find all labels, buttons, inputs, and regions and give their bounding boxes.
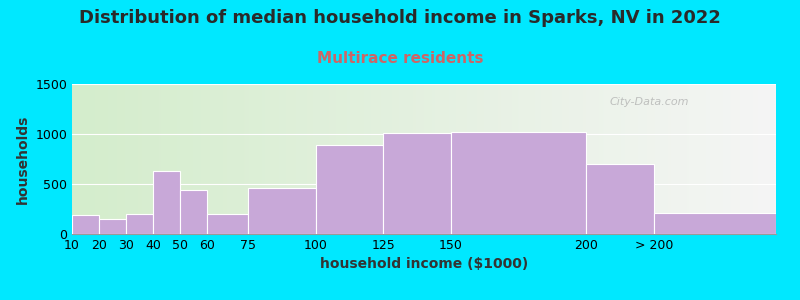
Bar	[383, 133, 451, 234]
X-axis label: household income ($1000): household income ($1000)	[320, 257, 528, 272]
Bar	[72, 215, 99, 234]
Text: Distribution of median household income in Sparks, NV in 2022: Distribution of median household income …	[79, 9, 721, 27]
Text: Multirace residents: Multirace residents	[317, 51, 483, 66]
Bar	[154, 170, 180, 234]
Bar	[248, 188, 316, 234]
Bar	[654, 213, 776, 234]
Bar	[316, 145, 383, 234]
Bar	[180, 190, 207, 234]
Y-axis label: households: households	[16, 114, 30, 204]
Bar	[99, 219, 126, 234]
Text: City-Data.com: City-Data.com	[610, 97, 689, 107]
Bar	[207, 214, 248, 234]
Bar	[126, 214, 154, 234]
Bar	[451, 132, 586, 234]
Bar	[586, 164, 654, 234]
